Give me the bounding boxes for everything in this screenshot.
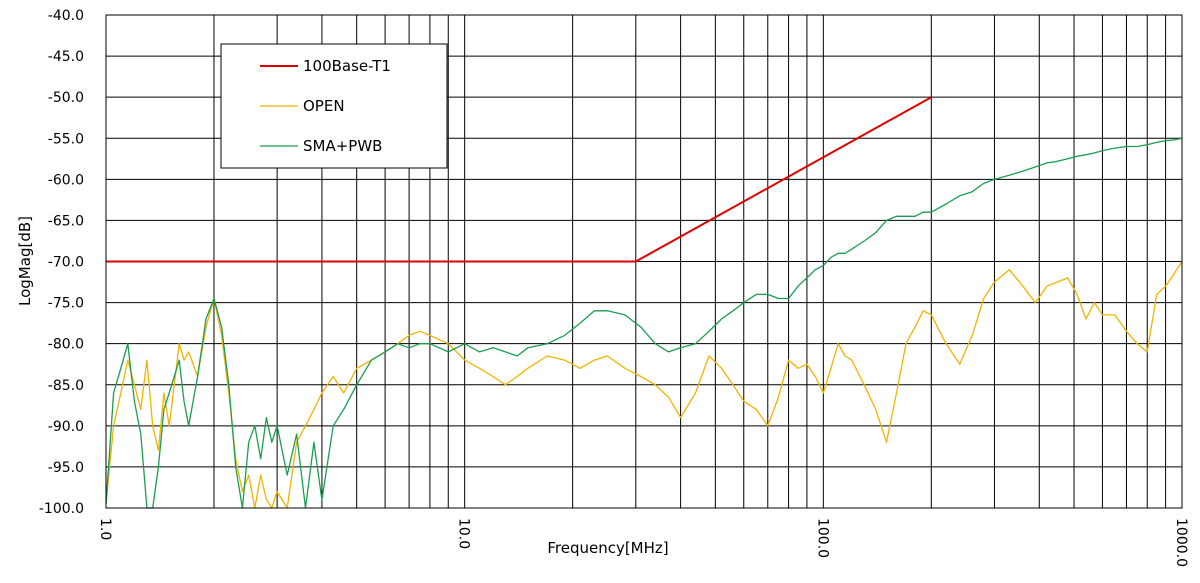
legend-label: SMA+PWB [303,137,382,155]
y-tick-label: -80.0 [48,337,84,353]
y-tick-label: -75.0 [48,296,84,312]
y-axis-title: LogMag[dB] [16,216,34,306]
legend-box [220,43,448,169]
legend: 100Base-T1 OPEN SMA+PWB [220,43,448,169]
y-tick-label: -40.0 [48,8,84,24]
x-axis-title: Frequency[MHz] [547,539,668,557]
y-tick-label: -70.0 [48,255,84,271]
y-tick-label: -55.0 [48,131,84,147]
y-tick-label: -90.0 [48,419,84,435]
y-tick-label: -95.0 [48,460,84,476]
series-layer [105,96,1183,509]
legend-label: 100Base-T1 [303,57,391,75]
y-tick-label: -45.0 [48,49,84,65]
y-tick-label: -85.0 [48,378,84,394]
y-tick-label: -100.0 [39,501,84,517]
y-tick-label: -60.0 [48,172,84,188]
x-tick-label: 1.0 [97,518,113,540]
y-tick-label: -65.0 [48,213,84,229]
series-line-sma-pwb [105,137,1183,509]
series-line-open [105,261,1183,509]
plot-frame [105,14,1183,509]
y-tick-label: -50.0 [48,90,84,106]
legend-items: 100Base-T1 OPEN SMA+PWB [260,57,391,155]
x-tick-label: 1000.0 [1173,518,1189,567]
legend-label: OPEN [303,97,345,115]
series-line-100base-t1 [106,96,932,263]
x-tick-label: 100.0 [814,518,830,558]
tick-label-layer: -40.0 -45.0 -50.0 -55.0 -60.0 -65.0 -70.0 -75.0… [39,8,1189,567]
x-tick-label: 10.0 [456,518,472,549]
